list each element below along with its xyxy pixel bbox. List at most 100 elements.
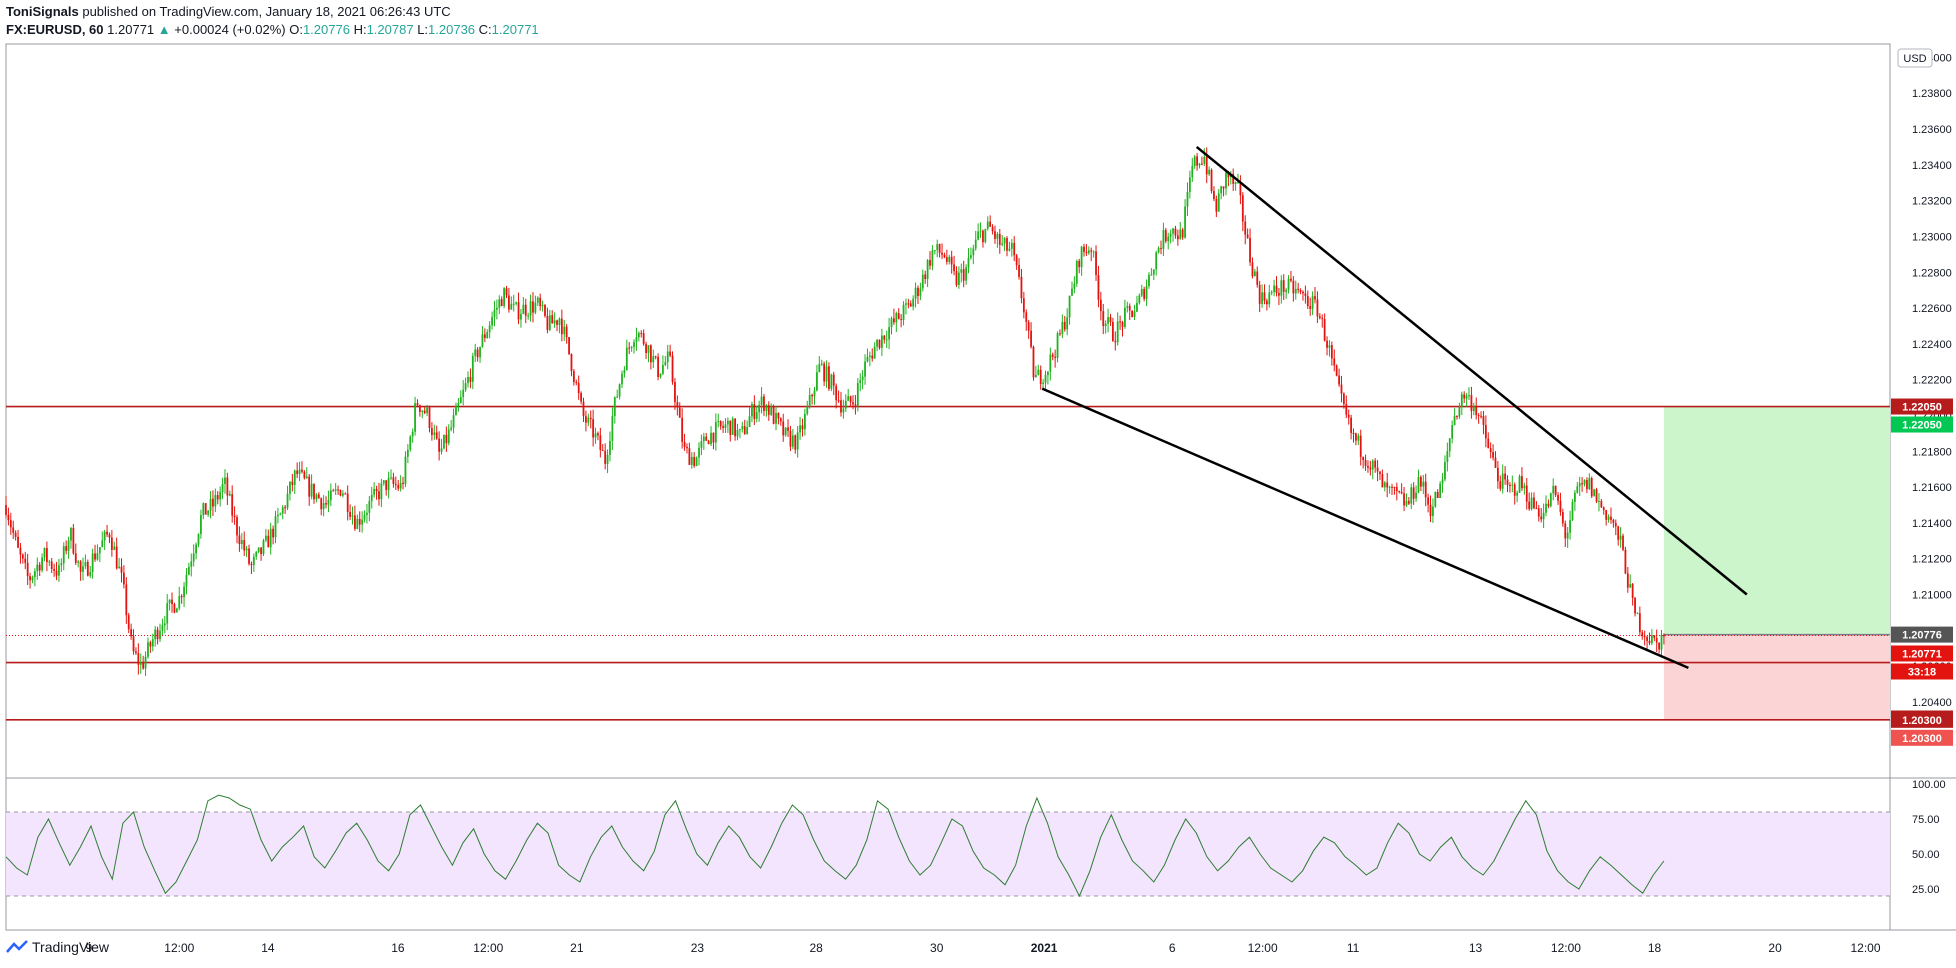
candle-body <box>791 435 794 447</box>
candle-body <box>1126 306 1129 308</box>
candle-body <box>719 420 722 427</box>
candle-body <box>1249 237 1251 263</box>
candle-body <box>370 494 373 501</box>
price-axis-ticks: 1.240001.238001.236001.234001.232001.230… <box>1912 52 1952 708</box>
candle-body <box>625 347 628 371</box>
candle-body <box>1006 238 1008 251</box>
candle-body <box>1371 460 1374 470</box>
candle-body <box>178 596 181 609</box>
candle-body <box>414 403 416 432</box>
candle-body <box>1523 485 1526 489</box>
footer[interactable]: TradingView <box>6 939 109 955</box>
currency-badge[interactable]: USD <box>1897 48 1933 68</box>
candle-body <box>1326 340 1328 348</box>
candle-body <box>712 432 715 443</box>
target-zone[interactable] <box>1663 406 1890 635</box>
candle-body <box>1352 432 1355 434</box>
price-axis-label-text: 1.22050 <box>1902 402 1942 414</box>
candle-body <box>1388 486 1391 488</box>
candle-body <box>1477 415 1480 417</box>
candle-body <box>1155 252 1158 270</box>
rsi-line <box>5 794 1665 898</box>
candle-body <box>1458 407 1461 417</box>
candle-body <box>462 389 465 398</box>
candle-body <box>137 652 140 665</box>
candle-body <box>1157 248 1160 253</box>
candle-body <box>782 421 785 436</box>
candle-body <box>1121 321 1124 327</box>
candle-body <box>1427 497 1430 505</box>
candle-body <box>320 498 323 510</box>
candle-body <box>250 563 253 566</box>
candle-body <box>654 356 657 358</box>
candle-body <box>1415 492 1417 499</box>
candle-body <box>411 431 414 437</box>
candle-body <box>120 566 123 573</box>
candle-body <box>426 407 428 414</box>
candle-body <box>587 417 590 423</box>
candle-body <box>1287 278 1290 290</box>
publisher-name[interactable]: ToniSignals <box>6 4 79 19</box>
candle-body <box>1509 485 1511 487</box>
candle-body <box>1456 415 1458 417</box>
candle-body <box>1282 280 1285 292</box>
candle-body <box>1333 358 1336 366</box>
candle-body <box>1071 288 1073 296</box>
candle-body <box>758 404 761 413</box>
candle-body <box>1362 456 1365 461</box>
candle-body <box>796 432 799 450</box>
candle-body <box>423 410 426 414</box>
candle-body <box>1521 476 1523 489</box>
candle-body <box>1417 477 1420 493</box>
candle-body <box>397 484 400 489</box>
candle-body <box>1191 166 1194 178</box>
candle-body <box>1280 280 1283 296</box>
horizontal-levels[interactable] <box>6 405 1890 721</box>
price-tick-label: 1.23600 <box>1912 124 1952 136</box>
candle-body <box>582 401 585 417</box>
position-tool[interactable] <box>1663 406 1890 720</box>
candle-body <box>837 400 840 402</box>
price-tick-label: 1.23200 <box>1912 196 1952 208</box>
candle-body <box>1559 500 1562 512</box>
candle-body <box>149 642 152 647</box>
candle-body <box>1619 535 1622 540</box>
candle-body <box>1446 451 1449 462</box>
candle-body <box>972 248 975 256</box>
candle-body <box>1612 519 1615 523</box>
candle-body <box>563 326 566 335</box>
candle-body <box>914 287 917 299</box>
candle-body <box>763 396 765 411</box>
stop-zone[interactable] <box>1663 634 1890 720</box>
chart-frame <box>5 43 1891 931</box>
candle-body <box>337 489 339 491</box>
candle-body <box>621 373 623 385</box>
candle-body <box>1152 269 1155 275</box>
candle-body <box>1460 394 1463 408</box>
candle-body <box>301 469 303 472</box>
candle-body <box>476 349 479 358</box>
candle-body <box>65 546 68 551</box>
upper-wedge-line[interactable] <box>1195 145 1748 596</box>
candle-body <box>1138 295 1141 303</box>
candle-body <box>844 400 847 409</box>
candle-body <box>279 513 282 515</box>
trendlines[interactable] <box>1041 145 1748 670</box>
candle-body <box>1109 317 1112 322</box>
candle-body <box>948 256 951 262</box>
candle-body <box>741 426 744 430</box>
candle-body <box>257 547 260 552</box>
lower-wedge-line[interactable] <box>1041 387 1689 670</box>
candle-body <box>604 450 607 464</box>
candle-body <box>1605 510 1608 520</box>
candle-body <box>1626 573 1629 588</box>
candle-body <box>296 470 299 474</box>
candle-body <box>979 230 982 232</box>
candle-body <box>1424 481 1427 498</box>
candle-body <box>130 629 133 637</box>
candle-body <box>1061 321 1064 334</box>
candle-body <box>1297 288 1300 290</box>
symbol-name[interactable]: FX:EURUSD, 60 <box>6 22 104 37</box>
candle-body <box>1306 295 1309 306</box>
